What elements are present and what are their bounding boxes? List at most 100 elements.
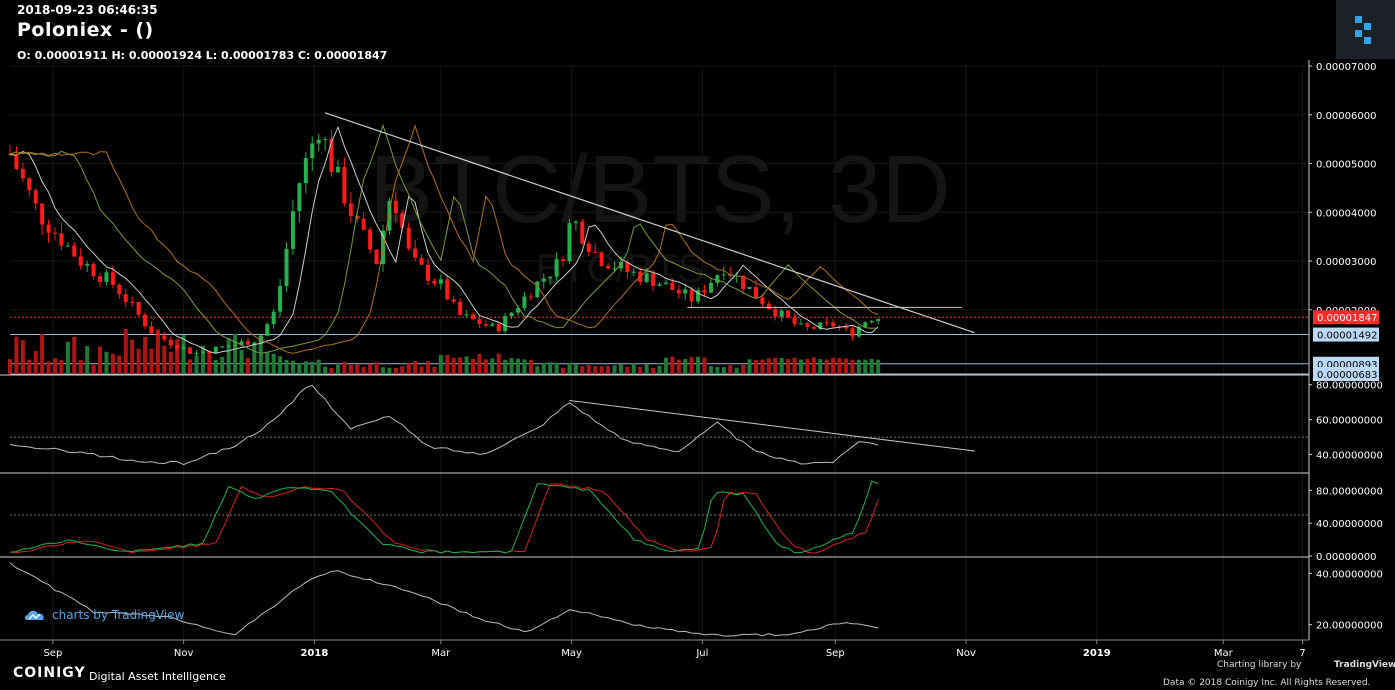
volume-bar [779, 357, 784, 374]
volume-bar [786, 358, 791, 374]
tradingview-label[interactable]: TradingView [1334, 660, 1395, 670]
candle-body [168, 339, 173, 346]
volume-bar [393, 367, 398, 374]
volume-bar [458, 357, 463, 374]
volume-bar [136, 348, 141, 374]
volume-bar [419, 366, 424, 374]
candle-body [91, 263, 96, 277]
candle-body [226, 346, 231, 348]
volume-bar [406, 363, 411, 374]
volume-bar [425, 361, 430, 374]
oscillator-line [9, 384, 879, 466]
candle-body [271, 311, 276, 325]
volume-bar [200, 345, 205, 374]
candle-body [663, 282, 668, 285]
volume-bar [509, 358, 514, 374]
candle-body [773, 309, 778, 317]
watermark-small: BTC/BTS [536, 247, 705, 291]
volume-bar [728, 365, 733, 374]
candle-body [27, 178, 32, 191]
candle-body [310, 143, 315, 159]
trend-line-price [324, 112, 975, 334]
x-tick-label: Nov [174, 648, 194, 659]
candle-body [393, 200, 398, 214]
volume-bar [194, 355, 199, 374]
candle-body [233, 344, 238, 347]
volume-bar [850, 359, 855, 374]
volume-bar [188, 359, 193, 374]
candle-body [284, 248, 289, 287]
candle-body [792, 317, 797, 324]
volume-bar [464, 356, 469, 374]
candle-body [580, 221, 585, 244]
volume-bar [104, 351, 109, 374]
x-tick-label: 7 [1299, 648, 1305, 659]
candle-body [863, 322, 868, 327]
candle-body [824, 322, 829, 324]
volume-bar [355, 364, 360, 374]
x-tick-label: Mar [431, 648, 451, 659]
volume-bar [805, 359, 810, 374]
candle-body [425, 264, 430, 281]
volume-bar [387, 367, 392, 374]
stoch-k-line [9, 480, 879, 554]
candle-body [207, 351, 212, 354]
candle-body [606, 265, 611, 269]
ohlc-readout: O: 0.00001911 H: 0.00001924 L: 0.0000178… [17, 49, 388, 62]
candle-body [747, 286, 752, 289]
volume-bar [284, 359, 289, 374]
candle-body [40, 203, 45, 225]
volume-bar [117, 355, 122, 374]
volume-bar [20, 340, 25, 374]
grid [0, 65, 1309, 641]
volume-bar [245, 358, 250, 374]
volume-bar [657, 365, 662, 374]
candle-body [348, 203, 353, 216]
price-tick-label: 0.00005000 [1316, 160, 1376, 171]
candle-body [65, 245, 70, 247]
candle-body [831, 322, 836, 327]
candle-body [361, 218, 366, 230]
brand-name: COINIGY [13, 665, 86, 681]
candle-body [689, 289, 694, 302]
trend-lines[interactable] [324, 112, 975, 452]
volume-bar [792, 357, 797, 374]
volume-bar [175, 338, 180, 374]
candle-body [741, 275, 746, 289]
volume-bar [721, 367, 726, 374]
candle-body [818, 322, 823, 329]
candles[interactable] [8, 130, 881, 357]
volume-bar [747, 359, 752, 374]
candle-body [59, 233, 64, 246]
candle-body [33, 190, 38, 204]
volume-bar [220, 356, 225, 374]
volume-bar [445, 355, 450, 374]
candle-body [104, 272, 109, 282]
candle-body [323, 138, 328, 140]
level-badge-bg [1313, 367, 1379, 381]
last-price-badge-bg [1313, 310, 1379, 325]
stoch-tick-label: 40.00000000 [1316, 519, 1383, 530]
oscillator-tick-label: 40.00000000 [1316, 451, 1383, 462]
candle-body [708, 282, 713, 293]
x-tick-label: Nov [956, 648, 976, 659]
stoch-d-line [9, 483, 879, 554]
volume-bar [567, 362, 572, 374]
x-tick-label: 2019 [1083, 648, 1111, 659]
volume-bar [573, 364, 578, 374]
volume-bar [168, 351, 173, 374]
volume-bar [98, 346, 103, 374]
charts-by-tradingview-link[interactable]: charts by TradingView [24, 608, 184, 622]
watermark-large: BTC/BTS, 3D [369, 136, 950, 243]
coinigy-logo[interactable] [1336, 0, 1395, 59]
candle-body [503, 316, 508, 332]
volume-bar [760, 359, 765, 374]
volume-bar [329, 367, 334, 374]
volume-bar [483, 359, 488, 374]
volume-bar [213, 359, 218, 374]
candle-body [696, 290, 701, 302]
ema-fast-line [9, 125, 879, 354]
logo-mark-icon [1355, 16, 1371, 44]
volume-bar [226, 338, 231, 374]
